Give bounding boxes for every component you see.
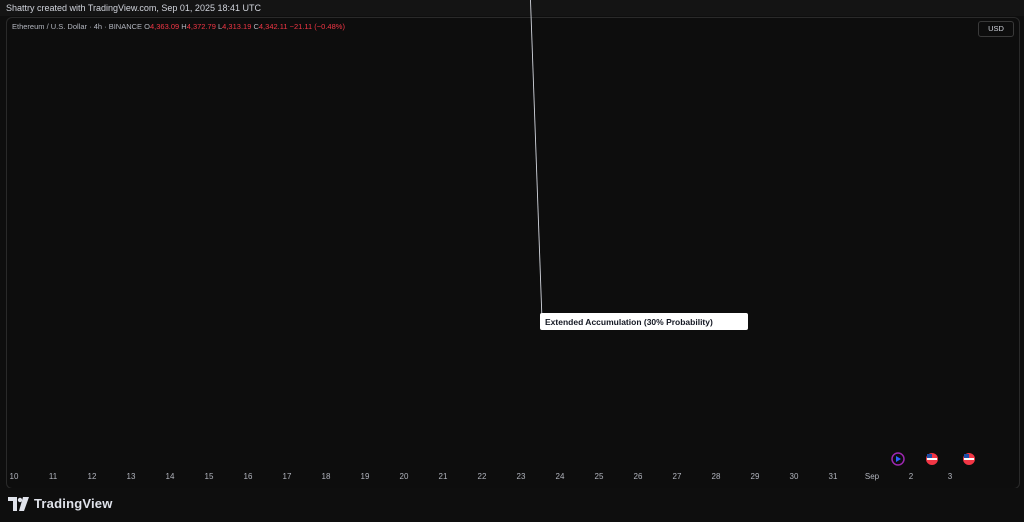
annotation-text: Extended Accumulation (30% Probability) [545, 317, 713, 327]
x-tick-label: 16 [244, 472, 253, 481]
x-tick-label: 31 [829, 472, 838, 481]
x-tick-label: 19 [361, 472, 370, 481]
ohlc-close: 4,342.11 [258, 22, 288, 31]
x-tick-label: 24 [556, 472, 565, 481]
x-tick-label: 12 [88, 472, 97, 481]
flag-us-icon[interactable] [926, 453, 938, 465]
x-tick-label: 22 [478, 472, 487, 481]
brand-text: TradingView [34, 496, 113, 511]
ohlc-change: −21.11 (−0.48%) [289, 22, 345, 31]
x-tick-label: 11 [49, 472, 58, 481]
x-tick-label: 2 [909, 472, 914, 481]
ohlc-low: 4,313.19 [222, 22, 252, 31]
x-tick-label: 13 [127, 472, 136, 481]
x-tick-label: Sep [865, 472, 880, 481]
footer: TradingView [0, 488, 1024, 522]
x-tick-label: 14 [166, 472, 175, 481]
currency-button[interactable]: USD [978, 21, 1014, 37]
symbol-name[interactable]: Ethereum / U.S. Dollar · 4h · BINANCE [12, 22, 143, 31]
header-title: Shattry created with TradingView.com, Se… [6, 3, 261, 13]
x-tick-label: 21 [439, 472, 448, 481]
annotation-box [540, 313, 748, 330]
x-tick-label: 30 [790, 472, 799, 481]
x-tick-label: 17 [283, 472, 292, 481]
replay-icon[interactable] [891, 452, 905, 466]
tradingview-logo-icon [8, 496, 29, 511]
x-tick-label: 15 [205, 472, 214, 481]
symbol-legend: Ethereum / U.S. Dollar · 4h · BINANCE O4… [12, 22, 345, 31]
x-tick-label: 10 [10, 472, 19, 481]
screenshot-header: Shattry created with TradingView.com, Se… [0, 0, 1024, 16]
ohlc-high: 4,372.79 [186, 22, 216, 31]
price-chart[interactable]: Extended Accumulation (30% Probability) … [0, 0, 1024, 488]
flag-us-icon[interactable] [963, 453, 975, 465]
x-tick-label: 18 [322, 472, 331, 481]
x-tick-label: 20 [400, 472, 409, 481]
tradingview-logo[interactable]: TradingView [8, 496, 113, 511]
chart-frame[interactable] [6, 17, 1020, 489]
x-tick-label: 3 [948, 472, 953, 481]
x-tick-label: 25 [595, 472, 604, 481]
annotation-arrow-line [530, 0, 543, 321]
x-tick-label: 27 [673, 472, 682, 481]
x-tick-label: 28 [712, 472, 721, 481]
x-tick-label: 23 [517, 472, 526, 481]
ohlc-open: 4,363.09 [149, 22, 180, 31]
x-tick-label: 26 [634, 472, 643, 481]
x-tick-label: 29 [751, 472, 760, 481]
